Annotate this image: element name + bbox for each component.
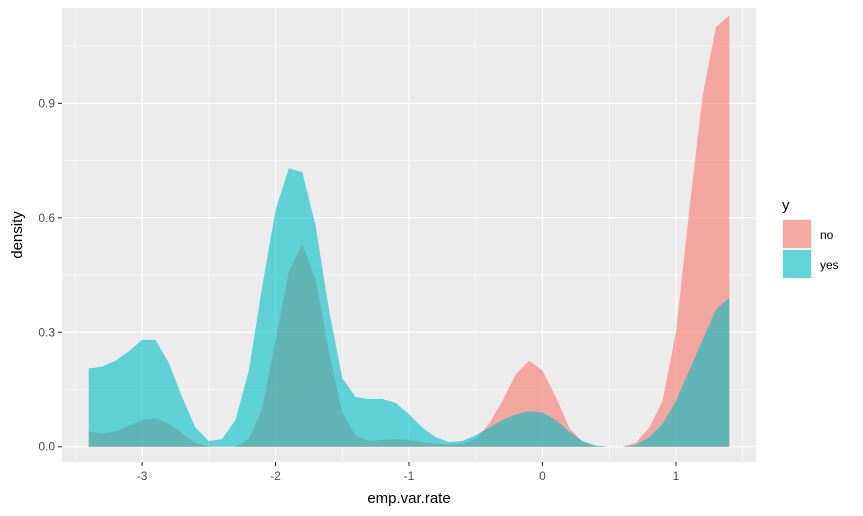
y-axis-title: density	[9, 211, 26, 259]
x-tick-label: -3	[137, 469, 148, 483]
density-area-yes	[88, 168, 730, 447]
density-area-no	[88, 15, 730, 447]
legend-title: y	[782, 197, 790, 214]
legend-label-yes: yes	[820, 258, 839, 272]
y-tick-label: 0.3	[38, 325, 55, 339]
x-axis-title: emp.var.rate	[367, 490, 450, 507]
y-axis: 0.0 0.3 0.6 0.9	[38, 96, 62, 454]
y-tick-label: 0.9	[38, 96, 55, 110]
legend: y no yes	[782, 197, 839, 279]
x-tick-label: -2	[270, 469, 281, 483]
legend-label-no: no	[820, 228, 834, 242]
x-tick-label: 1	[673, 469, 680, 483]
y-tick-label: 0.0	[38, 440, 55, 454]
density-series	[88, 15, 730, 447]
x-tick-label: 0	[539, 469, 546, 483]
x-axis: -3 -2 -1 0 1	[137, 462, 680, 483]
legend-key-no	[783, 220, 811, 248]
legend-key-yes	[783, 250, 811, 278]
x-tick-label: -1	[404, 469, 415, 483]
y-tick-label: 0.6	[38, 211, 55, 225]
